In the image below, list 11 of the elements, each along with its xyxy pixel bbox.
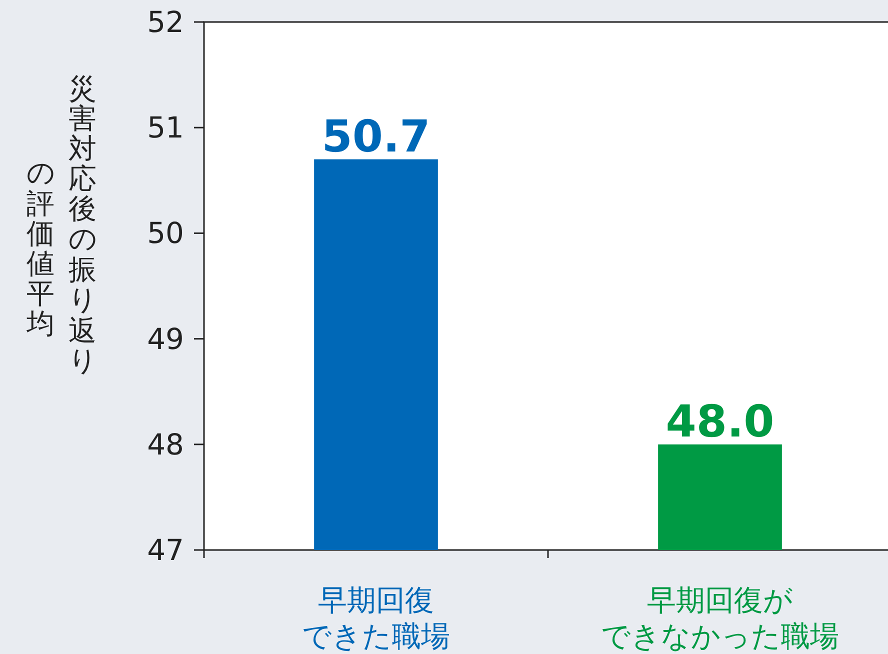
y-tick-label: 51 <box>147 110 184 145</box>
y-tick-label: 52 <box>147 5 184 39</box>
data-label: 50.7 <box>322 111 430 162</box>
y-tick-label: 49 <box>147 322 184 356</box>
y-tick-label: 48 <box>147 427 184 462</box>
y-tick-label: 50 <box>147 216 184 250</box>
x-tick-label: 早期回復ができなかった職場 <box>601 583 839 653</box>
y-tick-label: 47 <box>147 533 184 567</box>
data-label: 48.0 <box>666 396 774 448</box>
x-tick-label: 早期回復できた職場 <box>302 583 450 653</box>
y-axis-title: 災害対応後の振り返りの評価値平均 <box>26 72 100 377</box>
